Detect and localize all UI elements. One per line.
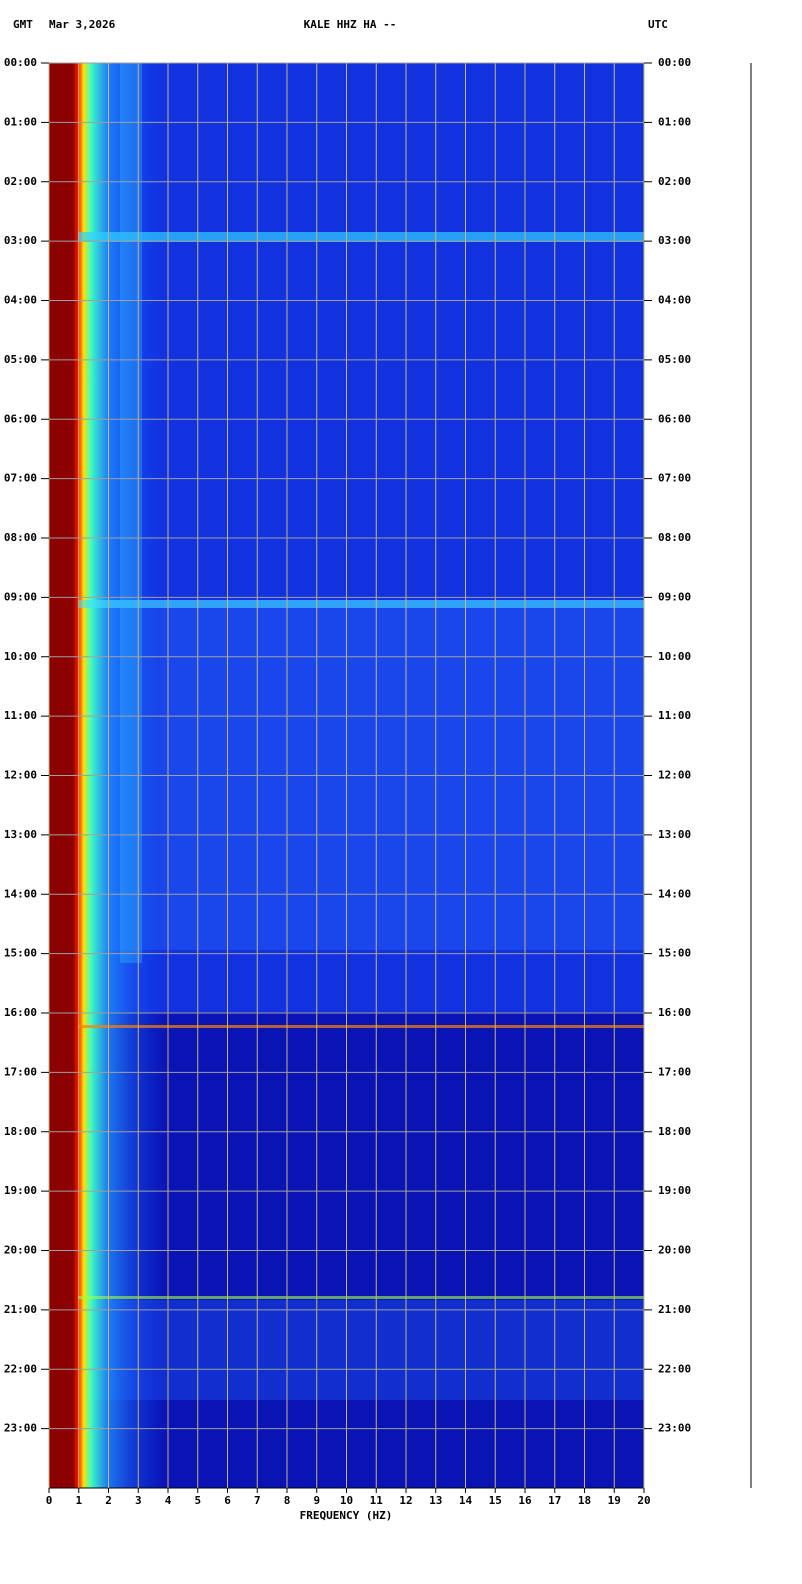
- y-tick-label: 07:00: [4, 472, 37, 485]
- y-tick-label-right: 06:00: [658, 412, 691, 425]
- y-tick-label-right: 20:00: [658, 1244, 691, 1257]
- y-tick-label: 08:00: [4, 531, 37, 544]
- x-tick-label: 18: [578, 1494, 591, 1507]
- event-stripe: [78, 232, 644, 242]
- y-tick-label: 22:00: [4, 1362, 37, 1375]
- y-tick-label-right: 21:00: [658, 1303, 691, 1316]
- y-tick-label-right: 14:00: [658, 887, 691, 900]
- x-tick-label: 9: [313, 1494, 320, 1507]
- x-tick-label: 13: [429, 1494, 442, 1507]
- y-tick-label: 01:00: [4, 115, 37, 128]
- y-tick-label-right: 02:00: [658, 175, 691, 188]
- y-tick-label: 21:00: [4, 1303, 37, 1316]
- x-tick-label: 10: [340, 1494, 353, 1507]
- y-tick-label: 10:00: [4, 650, 37, 663]
- x-tick-label: 1: [75, 1494, 82, 1507]
- y-tick-label: 09:00: [4, 590, 37, 603]
- y-tick-label: 17:00: [4, 1065, 37, 1078]
- y-tick-label-right: 05:00: [658, 353, 691, 366]
- y-tick-label: 02:00: [4, 175, 37, 188]
- y-tick-label-right: 04:00: [658, 294, 691, 307]
- x-tick-label: 2: [105, 1494, 112, 1507]
- y-tick-label-right: 18:00: [658, 1125, 691, 1138]
- y-tick-label: 16:00: [4, 1006, 37, 1019]
- y-tick-label: 23:00: [4, 1422, 37, 1435]
- y-tick-label-right: 01:00: [658, 115, 691, 128]
- y-tick-label-right: 08:00: [658, 531, 691, 544]
- x-tick-label: 7: [254, 1494, 261, 1507]
- y-tick-label: 12:00: [4, 769, 37, 782]
- event-stripe: [78, 1025, 644, 1028]
- timezone: GMT: [13, 18, 33, 31]
- y-tick-label: 15:00: [4, 947, 37, 960]
- event-stripe: [78, 600, 644, 608]
- y-tick-label-right: 17:00: [658, 1065, 691, 1078]
- y-tick-label: 11:00: [4, 709, 37, 722]
- y-tick-label-right: 03:00: [658, 234, 691, 247]
- y-tick-label-right: 11:00: [658, 709, 691, 722]
- x-axis-label: FREQUENCY (HZ): [300, 1509, 393, 1522]
- y-tick-label: 05:00: [4, 353, 37, 366]
- y-tick-label: 18:00: [4, 1125, 37, 1138]
- y-tick-label: 20:00: [4, 1244, 37, 1257]
- x-tick-label: 16: [518, 1494, 532, 1507]
- y-tick-label-right: 22:00: [658, 1362, 691, 1375]
- y-tick-label-right: 15:00: [658, 947, 691, 960]
- x-tick-label: 8: [284, 1494, 291, 1507]
- y-tick-label-right: 09:00: [658, 590, 691, 603]
- y-tick-label-right: 13:00: [658, 828, 691, 841]
- y-tick-label: 13:00: [4, 828, 37, 841]
- y-tick-label: 04:00: [4, 294, 37, 307]
- y-tick-label-right: 10:00: [658, 650, 691, 663]
- x-tick-label: 4: [165, 1494, 172, 1507]
- y-tick-label-right: 16:00: [658, 1006, 691, 1019]
- y-tick-label-right: 19:00: [658, 1184, 691, 1197]
- tonal-band: [120, 63, 142, 963]
- y-tick-label: 19:00: [4, 1184, 37, 1197]
- y-tick-label: 14:00: [4, 887, 37, 900]
- y-tick-label: 03:00: [4, 234, 37, 247]
- x-tick-label: 12: [399, 1494, 412, 1507]
- x-tick-label: 14: [459, 1494, 473, 1507]
- x-tick-label: 3: [135, 1494, 142, 1507]
- y-tick-label-right: 23:00: [658, 1422, 691, 1435]
- timezone-right: UTC: [648, 18, 668, 31]
- x-tick-label: 17: [548, 1494, 561, 1507]
- y-tick-label: 00:00: [4, 56, 37, 69]
- y-tick-label-right: 00:00: [658, 56, 691, 69]
- event-stripe: [78, 1296, 644, 1299]
- x-tick-label: 6: [224, 1494, 231, 1507]
- date: Mar 3,2026: [49, 18, 116, 31]
- x-tick-label: 5: [194, 1494, 201, 1507]
- x-tick-label: 20: [637, 1494, 650, 1507]
- x-tick-label: 15: [489, 1494, 502, 1507]
- chart-title: KALE HHZ HA --: [304, 18, 397, 31]
- y-tick-label-right: 07:00: [658, 472, 691, 485]
- y-tick-label-right: 12:00: [658, 769, 691, 782]
- x-tick-label: 19: [608, 1494, 621, 1507]
- x-tick-label: 11: [370, 1494, 384, 1507]
- x-tick-label: 0: [46, 1494, 53, 1507]
- y-tick-label: 06:00: [4, 412, 37, 425]
